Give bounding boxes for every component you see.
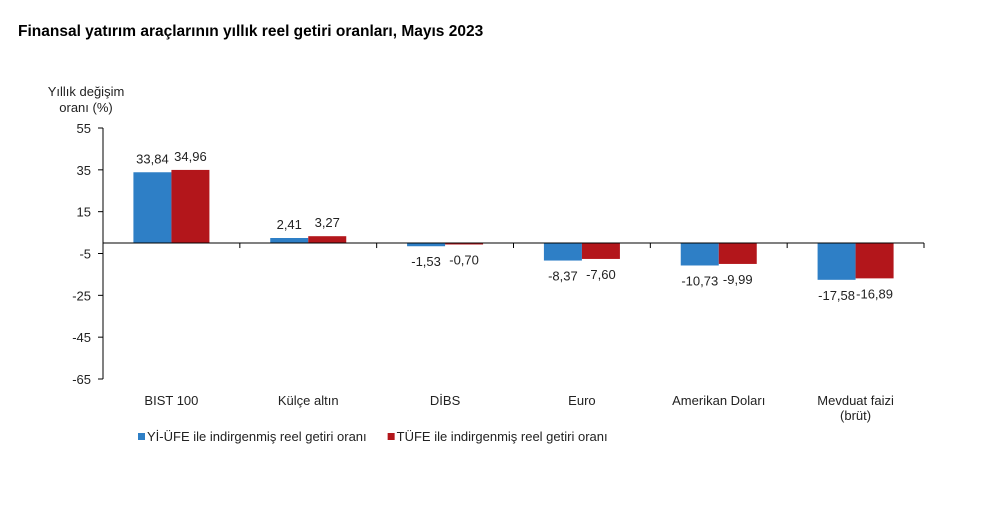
- legend-label: TÜFE ile indirgenmiş reel getiri oranı: [397, 429, 608, 444]
- y-tick-label: -5: [79, 247, 91, 262]
- bar-yiufe: [543, 243, 582, 261]
- data-label: -1,53: [411, 254, 441, 269]
- legend-swatch-tufe: [387, 433, 395, 440]
- bar-yiufe: [133, 172, 172, 244]
- data-label: 2,41: [277, 217, 302, 232]
- data-label: -10,73: [681, 273, 718, 288]
- data-label: -7,60: [586, 267, 616, 282]
- y-tick-label: 15: [77, 205, 91, 220]
- x-tick-label: DİBS: [430, 393, 461, 408]
- data-label: 3,27: [315, 215, 340, 230]
- bar-tufe: [171, 169, 210, 244]
- y-tick-label: -65: [72, 372, 91, 387]
- legend-swatch-yiufe: [138, 433, 145, 440]
- bar-tufe: [445, 243, 484, 245]
- bar-yiufe: [407, 243, 446, 247]
- bar-yiufe: [270, 238, 309, 244]
- chart-title: Finansal yatırım araçlarının yıllık reel…: [18, 23, 484, 40]
- y-axis-label-line1: Yıllık değişim: [48, 84, 125, 99]
- x-tick-label: Mevduat faizi: [817, 393, 894, 408]
- x-tick-label: Euro: [568, 393, 595, 408]
- data-label: 34,96: [174, 149, 207, 164]
- data-label: -16,89: [856, 286, 893, 301]
- x-tick-label: Amerikan Doları: [672, 393, 765, 408]
- data-label: 33,84: [136, 151, 169, 166]
- bar-yiufe: [680, 243, 719, 266]
- y-tick-label: -25: [72, 288, 91, 303]
- y-tick-label: -45: [72, 330, 91, 345]
- x-tick-label: Külçe altın: [278, 393, 339, 408]
- data-label: -0,70: [449, 253, 479, 268]
- y-axis-label-line2: oranı (%): [59, 100, 112, 115]
- data-label: -8,37: [548, 269, 578, 284]
- data-label: -9,99: [723, 272, 753, 287]
- bar-tufe: [855, 243, 894, 279]
- bar-yiufe: [817, 243, 856, 280]
- x-tick-label: BIST 100: [144, 393, 198, 408]
- bar-tufe: [581, 243, 620, 259]
- y-tick-label: 35: [77, 163, 91, 178]
- x-tick-label: (brüt): [840, 408, 871, 423]
- legend-label: Yİ-ÜFE ile indirgenmiş reel getiri oranı: [147, 429, 367, 444]
- bar-tufe: [718, 243, 757, 264]
- bar-tufe: [308, 236, 347, 244]
- y-tick-label: 55: [77, 121, 91, 136]
- data-label: -17,58: [818, 288, 855, 303]
